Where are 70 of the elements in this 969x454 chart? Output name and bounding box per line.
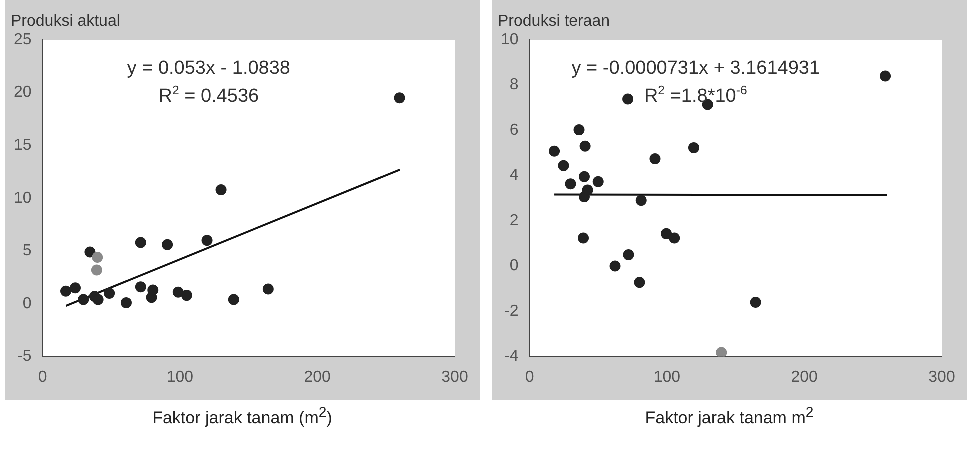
point xyxy=(135,237,146,248)
point xyxy=(228,294,240,306)
point xyxy=(578,232,590,244)
point xyxy=(92,294,104,306)
point xyxy=(216,184,227,196)
point xyxy=(549,146,560,157)
x-tick-label: 0 xyxy=(525,368,534,386)
point xyxy=(181,290,192,302)
y-tick-label: 8 xyxy=(510,76,519,94)
point xyxy=(565,178,576,190)
point xyxy=(636,195,647,206)
point xyxy=(578,171,590,182)
point xyxy=(622,94,634,105)
x-axis-title: Faktor jarak tanam (m$^{2}$) xyxy=(152,405,334,429)
point xyxy=(688,142,700,154)
point xyxy=(202,235,213,246)
y-tick-label: 10 xyxy=(14,190,32,207)
point xyxy=(582,184,594,196)
point xyxy=(880,70,892,82)
y-tick-label: 25 xyxy=(14,31,32,48)
point xyxy=(172,286,184,298)
point xyxy=(60,286,72,297)
point xyxy=(104,288,116,299)
y-tick-label: -4 xyxy=(504,348,519,366)
y-tick-label: 0 xyxy=(510,258,519,275)
y-tick-label: 15 xyxy=(14,137,32,154)
point xyxy=(669,232,680,244)
point xyxy=(262,284,274,295)
y-tick-label: 6 xyxy=(510,122,519,139)
x-tick-label: 0 xyxy=(38,368,48,386)
y-axis-title: Produksi teraan xyxy=(498,13,610,30)
point xyxy=(92,252,104,264)
annotation: y = 0.053x - 1.0838 xyxy=(127,58,291,79)
x-tick-label: 300 xyxy=(442,368,468,386)
x-axis-title: Faktor jarak tanam m$^{2}$ xyxy=(644,405,815,429)
x-tick-label: 100 xyxy=(654,368,681,386)
point xyxy=(120,297,132,308)
point xyxy=(580,140,591,152)
point xyxy=(91,264,102,276)
point xyxy=(84,246,96,258)
x-tick-label: 200 xyxy=(791,368,818,386)
y-tick-label: -2 xyxy=(504,302,519,320)
point xyxy=(623,249,634,260)
point xyxy=(592,176,604,188)
y-tick-label: 2 xyxy=(510,212,519,230)
y-tick-label: 10 xyxy=(501,31,519,48)
point xyxy=(558,160,570,172)
point xyxy=(750,296,762,308)
y-axis-title: Produksi aktual xyxy=(11,13,120,30)
point xyxy=(148,284,159,296)
x-tick-label: 100 xyxy=(166,368,194,386)
y-tick-label: -5 xyxy=(18,348,32,366)
y-tick-label: 4 xyxy=(510,167,519,184)
point xyxy=(78,294,90,306)
point xyxy=(716,347,728,357)
point xyxy=(650,154,661,165)
point xyxy=(135,282,146,293)
point xyxy=(394,92,406,104)
point xyxy=(162,239,174,250)
y-tick-label: 20 xyxy=(14,84,32,102)
x-tick-label: 200 xyxy=(304,368,332,386)
point xyxy=(574,124,585,136)
point xyxy=(610,260,621,272)
point xyxy=(70,282,81,294)
x-tick-label: 300 xyxy=(928,368,956,386)
y-tick-label: 0 xyxy=(22,295,32,312)
point xyxy=(634,277,646,288)
point xyxy=(661,228,672,240)
annotation: y = -0.0000731x + 3.1614931 xyxy=(572,58,820,79)
y-tick-label: 5 xyxy=(22,242,32,260)
